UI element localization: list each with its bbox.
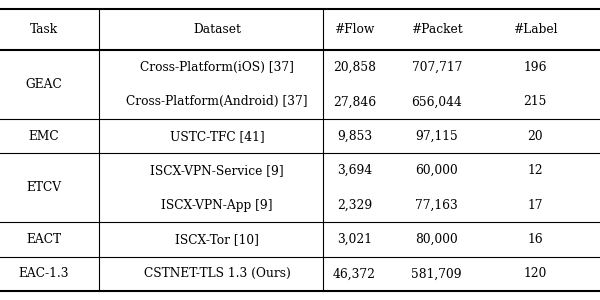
Text: 16: 16 xyxy=(527,233,543,246)
Text: 196: 196 xyxy=(523,61,547,74)
Text: 97,115: 97,115 xyxy=(415,130,458,143)
Text: 3,694: 3,694 xyxy=(337,164,372,177)
Text: 46,372: 46,372 xyxy=(333,267,376,280)
Text: 27,846: 27,846 xyxy=(333,95,376,108)
Text: Task: Task xyxy=(30,23,58,36)
Text: 9,853: 9,853 xyxy=(337,130,372,143)
Text: EACT: EACT xyxy=(26,233,61,246)
Text: EAC-1.3: EAC-1.3 xyxy=(19,267,69,280)
Text: #Flow: #Flow xyxy=(334,23,375,36)
Text: #Packet: #Packet xyxy=(411,23,463,36)
Text: Cross-Platform(iOS) [37]: Cross-Platform(iOS) [37] xyxy=(140,61,294,74)
Text: 215: 215 xyxy=(524,95,547,108)
Text: ISCX-Tor [10]: ISCX-Tor [10] xyxy=(175,233,259,246)
Text: 20,858: 20,858 xyxy=(333,61,376,74)
Text: USTC-TFC [41]: USTC-TFC [41] xyxy=(170,130,265,143)
Text: 80,000: 80,000 xyxy=(415,233,458,246)
Text: 17: 17 xyxy=(527,199,543,212)
Text: 581,709: 581,709 xyxy=(412,267,462,280)
Text: 120: 120 xyxy=(524,267,547,280)
Text: Cross-Platform(Android) [37]: Cross-Platform(Android) [37] xyxy=(127,95,308,108)
Text: EMC: EMC xyxy=(28,130,59,143)
Text: 2,329: 2,329 xyxy=(337,199,372,212)
Text: ISCX-VPN-Service [9]: ISCX-VPN-Service [9] xyxy=(151,164,284,177)
Text: 77,163: 77,163 xyxy=(415,199,458,212)
Text: GEAC: GEAC xyxy=(25,78,62,91)
Text: 12: 12 xyxy=(527,164,543,177)
Text: 3,021: 3,021 xyxy=(337,233,372,246)
Text: 656,044: 656,044 xyxy=(412,95,462,108)
Text: ISCX-VPN-App [9]: ISCX-VPN-App [9] xyxy=(161,199,273,212)
Text: ETCV: ETCV xyxy=(26,181,61,194)
Text: 707,717: 707,717 xyxy=(412,61,462,74)
Text: 20: 20 xyxy=(527,130,543,143)
Text: CSTNET-TLS 1.3 (Ours): CSTNET-TLS 1.3 (Ours) xyxy=(144,267,290,280)
Text: Dataset: Dataset xyxy=(193,23,241,36)
Text: 60,000: 60,000 xyxy=(415,164,458,177)
Text: #Label: #Label xyxy=(513,23,557,36)
